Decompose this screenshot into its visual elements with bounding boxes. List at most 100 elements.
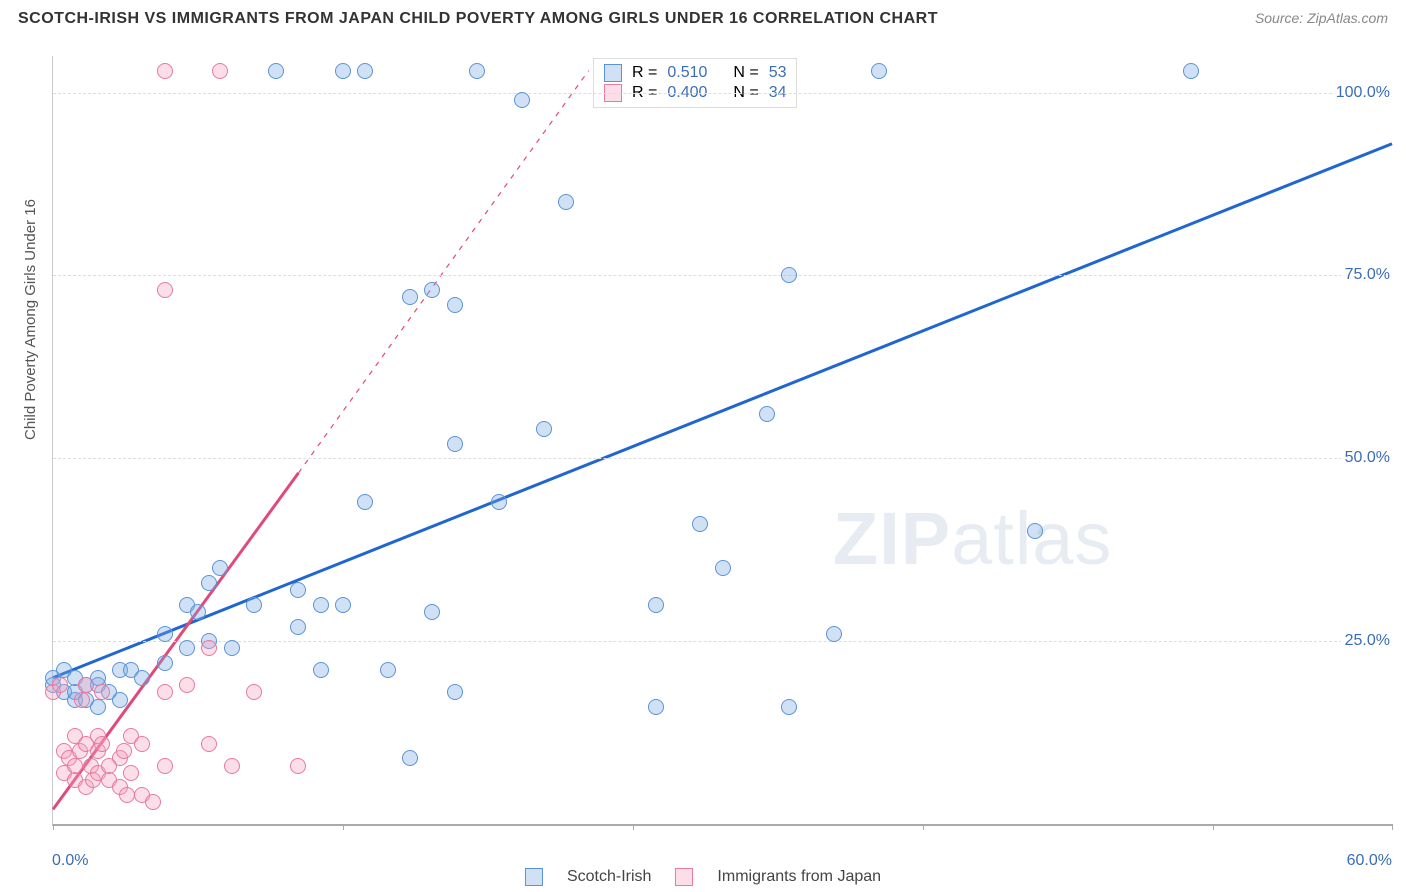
watermark-bold: ZIP	[833, 497, 951, 580]
scatter-point	[335, 63, 351, 79]
legend-n-value-series1: 53	[769, 64, 787, 82]
x-tick-label-max: 60.0%	[1347, 852, 1392, 870]
scatter-point	[313, 597, 329, 613]
scatter-point	[179, 677, 195, 693]
gridline-h	[53, 641, 1392, 642]
x-tick-mark	[53, 824, 54, 830]
scatter-point	[781, 267, 797, 283]
y-axis-label: Child Poverty Among Girls Under 16	[22, 199, 39, 440]
scatter-point	[119, 787, 135, 803]
scatter-point	[74, 692, 90, 708]
scatter-point	[692, 516, 708, 532]
x-tick-mark	[343, 824, 344, 830]
scatter-point	[52, 677, 68, 693]
legend-correlation-box: R = 0.510 N = 53 R = 0.400 N = 34	[593, 58, 797, 108]
scatter-point	[157, 684, 173, 700]
scatter-point	[447, 436, 463, 452]
gridline-h	[53, 93, 1392, 94]
scatter-point	[290, 582, 306, 598]
scatter-point	[157, 758, 173, 774]
gridline-h	[53, 458, 1392, 459]
scatter-point	[536, 421, 552, 437]
legend-label-series2: Immigrants from Japan	[717, 868, 881, 886]
legend-swatch-series1	[525, 868, 543, 886]
scatter-point	[424, 604, 440, 620]
regression-lines-layer	[53, 56, 1392, 824]
scatter-point	[94, 684, 110, 700]
scatter-point	[290, 619, 306, 635]
legend-bottom: Scotch-Irish Immigrants from Japan	[525, 868, 881, 886]
scatter-point	[224, 758, 240, 774]
scatter-point	[313, 662, 329, 678]
title-bar: SCOTCH-IRISH VS IMMIGRANTS FROM JAPAN CH…	[0, 0, 1406, 34]
scatter-point	[335, 597, 351, 613]
scatter-point	[759, 406, 775, 422]
scatter-point	[179, 640, 195, 656]
scatter-point	[447, 684, 463, 700]
scatter-point	[357, 63, 373, 79]
scatter-point	[1183, 63, 1199, 79]
scatter-point	[134, 736, 150, 752]
scatter-point	[246, 597, 262, 613]
scatter-point	[491, 494, 507, 510]
scatter-point	[246, 684, 262, 700]
scatter-point	[402, 289, 418, 305]
scatter-point	[145, 794, 161, 810]
scatter-point	[157, 282, 173, 298]
scatter-point	[402, 750, 418, 766]
scatter-point	[67, 758, 83, 774]
scatter-point	[357, 494, 373, 510]
y-tick-label: 100.0%	[1332, 84, 1394, 102]
scatter-point	[290, 758, 306, 774]
scatter-point	[157, 626, 173, 642]
scatter-point	[201, 575, 217, 591]
y-tick-label: 25.0%	[1341, 632, 1394, 650]
scatter-point	[424, 282, 440, 298]
legend-label-series1: Scotch-Irish	[567, 868, 651, 886]
x-tick-mark	[633, 824, 634, 830]
scatter-point	[90, 699, 106, 715]
scatter-point	[1027, 523, 1043, 539]
scatter-point	[871, 63, 887, 79]
scatter-point	[112, 692, 128, 708]
scatter-point	[781, 699, 797, 715]
scatter-point	[648, 699, 664, 715]
x-tick-mark	[1392, 824, 1393, 830]
y-tick-label: 50.0%	[1341, 449, 1394, 467]
scatter-point	[380, 662, 396, 678]
scatter-point	[116, 743, 132, 759]
legend-swatch-series2	[675, 868, 693, 886]
legend-n-label: N =	[733, 64, 758, 82]
scatter-point	[558, 194, 574, 210]
legend-r-value-series1: 0.510	[667, 64, 723, 82]
watermark: ZIPatlas	[833, 496, 1112, 581]
legend-row-series1: R = 0.510 N = 53	[604, 63, 786, 83]
scatter-point	[212, 560, 228, 576]
scatter-point	[134, 670, 150, 686]
source-label: Source: ZipAtlas.com	[1255, 10, 1388, 26]
x-tick-mark	[923, 824, 924, 830]
scatter-point	[201, 736, 217, 752]
scatter-point	[190, 604, 206, 620]
legend-swatch-series1	[604, 64, 622, 82]
scatter-point	[123, 765, 139, 781]
scatter-point	[268, 63, 284, 79]
scatter-point	[224, 640, 240, 656]
scatter-point	[157, 63, 173, 79]
x-tick-label-min: 0.0%	[52, 852, 88, 870]
scatter-point	[648, 597, 664, 613]
chart-title: SCOTCH-IRISH VS IMMIGRANTS FROM JAPAN CH…	[18, 10, 938, 28]
scatter-point	[469, 63, 485, 79]
gridline-h	[53, 275, 1392, 276]
scatter-point	[157, 655, 173, 671]
scatter-point	[78, 677, 94, 693]
scatter-point	[826, 626, 842, 642]
legend-r-label: R =	[632, 64, 657, 82]
scatter-point	[447, 297, 463, 313]
scatter-point	[201, 640, 217, 656]
x-tick-mark	[1213, 824, 1214, 830]
scatter-point	[212, 63, 228, 79]
scatter-point	[514, 92, 530, 108]
scatter-point	[94, 736, 110, 752]
regression-line	[298, 71, 588, 473]
